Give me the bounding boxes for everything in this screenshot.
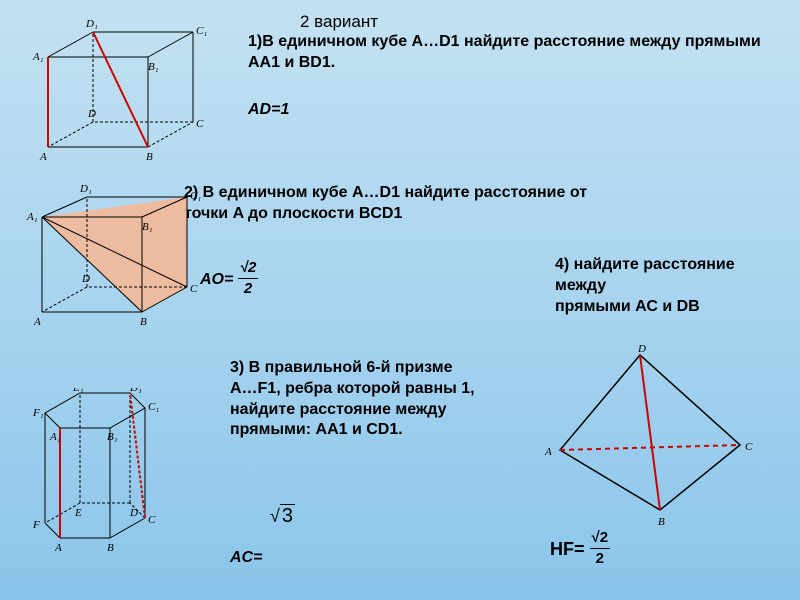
problem-3-text: 3) В правильной 6-й призме A…F1, ребра к… [230,358,530,441]
prism-C: C [148,514,156,526]
prism-E1: E₁ [72,388,84,394]
cube2-B: B [140,316,147,328]
cube2-D: D [81,273,90,285]
prism-D: D [129,507,138,519]
prism-F1: F₁ [32,407,44,419]
ao-num: √2 [238,258,259,279]
cube2-C: C [190,283,198,295]
rhombus-figure: A B C D [530,340,770,530]
prism-B1: B₁ [107,431,118,443]
cube1-B1: B₁ [148,61,159,73]
prism-C1: C₁ [148,401,159,413]
problem-4-text: 4) найдите расстояние между прямыми АС и… [555,255,785,317]
cube2-D1: D₁ [79,183,92,195]
sqrt3-radicand: 3 [280,504,295,527]
cube1-C1: C₁ [196,25,207,37]
cube2-C1: C₁ [190,190,201,202]
prism-E: E [74,507,82,519]
prism-figure: A B C D E F A₁ B₁ C₁ D₁ E₁ F₁ [15,388,225,568]
cube2-A: A [33,316,41,328]
problem-3-ac: AC= [230,548,262,569]
hf-label: HF= [550,539,585,559]
prism-F: F [32,519,40,531]
cube1-D1: D₁ [85,18,98,30]
rhombus-D: D [637,343,646,355]
cube2-A1: A₁ [26,211,38,223]
sqrt3-value: 3 [270,505,295,528]
prism-B: B [107,542,114,554]
variant-title: 2 вариант [300,12,378,32]
problem-4-hf: HF= √2 2 [550,530,610,570]
cube2-B1: B₁ [142,221,153,233]
prism-D1: D₁ [129,388,142,394]
prism-A1: A₁ [49,431,61,443]
hf-den: 2 [590,549,611,569]
cube1-D: D [87,108,96,120]
problem-2-answer: AO= √2 2 [200,260,258,300]
problem-2-text: 2) В единичном кубе A…D1 найдите расстоя… [184,183,604,225]
cube1-B: B [146,151,153,162]
hf-num: √2 [590,528,611,549]
cube1-A1: A₁ [32,51,44,63]
problem-1-text: 1)В единичном кубе A…D1 найдите расстоян… [248,32,788,74]
problem-1-given: AD=1 [248,100,289,121]
cube1-C: C [196,118,204,130]
prism-A: A [54,542,62,554]
cube2-figure: A B C D A₁ B₁ C₁ D₁ [12,172,207,332]
cube1-A: A [39,151,47,162]
rhombus-B: B [658,516,665,528]
hf-fraction: √2 2 [590,528,611,568]
ao-den: 2 [238,279,259,299]
cube1-figure: A B C D A₁ B₁ C₁ D₁ [18,12,218,162]
rhombus-C: C [745,441,753,453]
ao-fraction: √2 2 [238,258,259,298]
rhombus-A: A [544,446,552,458]
